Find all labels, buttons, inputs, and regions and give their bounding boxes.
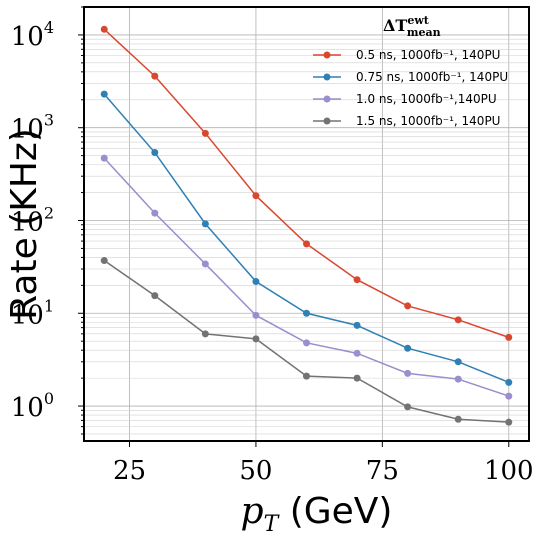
data-point [353, 276, 361, 284]
data-point [151, 292, 159, 300]
x-tick-label: 100 [484, 456, 534, 486]
legend-label: 0.5 ns, 1000fb⁻¹, 140PU [356, 48, 500, 62]
x-tick-label: 25 [113, 456, 146, 486]
data-point [404, 344, 412, 352]
series-line [103, 93, 510, 384]
data-point [252, 192, 260, 200]
data-point [454, 375, 462, 383]
data-point [505, 333, 513, 341]
data-point [151, 149, 159, 157]
data-point [404, 302, 412, 310]
series-layer [100, 25, 513, 426]
data-point [252, 277, 260, 285]
series-2 [100, 90, 513, 386]
data-point [151, 209, 159, 217]
legend-entry: 0.5 ns, 1000fb⁻¹, 140PU [313, 48, 500, 62]
legend-marker [323, 95, 331, 103]
data-point [454, 316, 462, 324]
data-point [252, 335, 260, 343]
legend-marker [323, 51, 331, 59]
x-axis-title: pT (GeV) [241, 491, 393, 537]
x-tick-label: 50 [239, 456, 272, 486]
data-point [100, 90, 108, 98]
data-point [353, 374, 361, 382]
y-tick-label: 104 [11, 18, 54, 52]
plot-frame [83, 6, 530, 442]
data-point [100, 25, 108, 33]
data-point [454, 358, 462, 366]
legend-marker [323, 73, 331, 81]
legend-title: ΔTewt mean [383, 14, 441, 39]
x-tick-label: 75 [366, 456, 399, 486]
data-point [505, 378, 513, 386]
series-3 [100, 154, 513, 400]
legend-entry: 0.75 ns, 1000fb⁻¹, 140PU [313, 70, 508, 84]
data-point [303, 339, 310, 347]
data-point [404, 369, 412, 377]
data-point [201, 220, 209, 228]
legend: ΔTewt mean 0.5 ns, 1000fb⁻¹, 140PU 0.75 ns,… [313, 14, 508, 128]
data-point [151, 72, 159, 80]
data-point [454, 415, 462, 423]
data-point [505, 418, 513, 426]
data-point [303, 372, 310, 380]
y-tick-label: 102 [11, 203, 54, 237]
data-point [201, 260, 209, 268]
y-tick-label: 101 [11, 296, 54, 330]
data-point [201, 330, 209, 338]
y-tick-label: 100 [11, 389, 54, 423]
data-point [201, 129, 209, 137]
legend-entry: 1.5 ns, 1000fb⁻¹, 140PU [313, 114, 500, 128]
legend-entry: 1.0 ns, 1000fb⁻¹,140PU [313, 92, 497, 106]
data-point [353, 321, 361, 329]
data-point [303, 309, 310, 317]
legend-marker [323, 117, 331, 125]
data-point [100, 154, 108, 162]
data-point [100, 257, 108, 265]
series-1 [100, 25, 513, 341]
axes: 25 50 75 100 100 101 102 103 104 pT (GeV) Rate (KH… [4, 6, 534, 537]
data-point [252, 311, 260, 319]
legend-label: 0.75 ns, 1000fb⁻¹, 140PU [356, 70, 508, 84]
data-point [505, 392, 513, 400]
y-tick-label: 103 [11, 111, 54, 145]
data-point [303, 240, 310, 248]
series-line [103, 157, 510, 397]
series-4 [100, 257, 513, 426]
legend-label: 1.0 ns, 1000fb⁻¹,140PU [356, 92, 497, 106]
data-point [353, 349, 361, 357]
legend-label: 1.5 ns, 1000fb⁻¹, 140PU [356, 114, 500, 128]
data-point [404, 403, 412, 411]
y-axis-title: Rate (KHz) [4, 128, 45, 320]
